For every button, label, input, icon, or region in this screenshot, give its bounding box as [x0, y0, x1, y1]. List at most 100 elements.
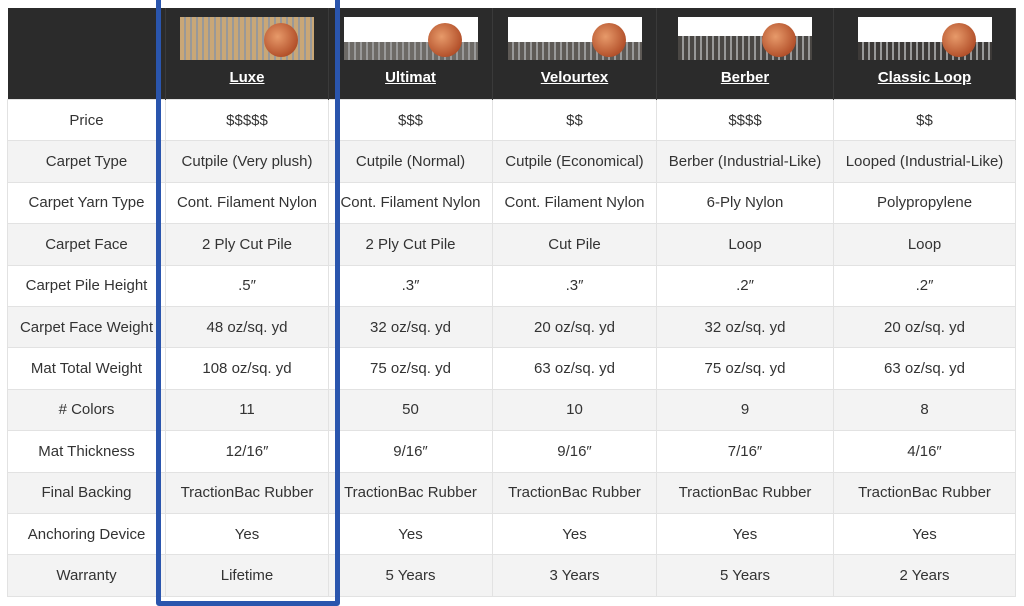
product-header-luxe: Luxe	[165, 8, 329, 100]
cell-value: 75 oz/sq. yd	[328, 347, 493, 390]
cell-value: $$	[833, 98, 1016, 142]
row-label: # Colors	[7, 388, 166, 432]
cell-value: 63 oz/sq. yd	[492, 347, 657, 390]
cell-value: Cutpile (Normal)	[328, 140, 493, 183]
cell-value: 9/16″	[492, 430, 657, 473]
cell-value: 4/16″	[833, 430, 1016, 473]
carpet-sample-image	[857, 17, 992, 60]
cell-value: 20 oz/sq. yd	[833, 305, 1016, 349]
penny-icon	[591, 23, 626, 57]
row-label: Warranty	[7, 554, 166, 597]
cell-value: Yes	[328, 512, 493, 556]
row-label: Mat Total Weight	[7, 347, 166, 390]
row-label: Carpet Face	[7, 223, 166, 266]
cell-value: .2″	[656, 264, 834, 307]
row-label: Carpet Face Weight	[7, 305, 166, 349]
product-link[interactable]: Berber	[720, 69, 770, 86]
cell-value: TractionBac Rubber	[165, 471, 329, 514]
cell-value: 9/16″	[328, 430, 493, 473]
cell-value: Yes	[833, 512, 1016, 556]
cell-value: TractionBac Rubber	[656, 471, 834, 514]
product-link[interactable]: Velourtex	[540, 69, 609, 86]
cell-value: .5″	[165, 264, 329, 307]
cell-value: Yes	[492, 512, 657, 556]
cell-value: $$$$$	[165, 98, 329, 142]
cell-value: Yes	[656, 512, 834, 556]
carpet-sample-image	[678, 17, 812, 60]
penny-icon	[941, 23, 976, 57]
table-row: Anchoring Device Yes Yes Yes Yes Yes	[7, 512, 1016, 556]
cell-value: 10	[492, 388, 657, 432]
cell-value: .2″	[833, 264, 1016, 307]
table-row: Carpet Pile Height .5″ .3″ .3″ .2″ .2″	[7, 264, 1016, 307]
product-header-velourtex: Velourtex	[492, 8, 657, 100]
row-label: Carpet Pile Height	[7, 264, 166, 307]
cell-value: 11	[165, 388, 329, 432]
table-row: Carpet Face Weight 48 oz/sq. yd 32 oz/sq. …	[7, 305, 1016, 349]
product-link[interactable]: Luxe	[229, 69, 265, 86]
cell-value: 32 oz/sq. yd	[328, 305, 493, 349]
table-row: Warranty Lifetime 5 Years 3 Years 5 Years 2 Y…	[7, 554, 1016, 597]
table-row: Carpet Yarn Type Cont. Filament Nylon Cont…	[7, 181, 1016, 225]
row-label: Carpet Yarn Type	[7, 181, 166, 225]
cell-value: 6-Ply Nylon	[656, 181, 834, 225]
penny-icon	[762, 23, 796, 57]
cell-value: 3 Years	[492, 554, 657, 597]
cell-value: 2 Years	[833, 554, 1016, 597]
cell-value: 50	[328, 388, 493, 432]
header-empty-cell	[7, 8, 166, 100]
table-row: Carpet Type Cutpile (Very plush) Cutpile (…	[7, 140, 1016, 183]
cell-value: 48 oz/sq. yd	[165, 305, 329, 349]
table-row: # Colors 11 50 10 9 8	[7, 388, 1016, 432]
product-header-ultimat: Ultimat	[328, 8, 493, 100]
header-row: Luxe Ultimat Velourtex Berber Classic Loop	[7, 8, 1016, 100]
product-header-berber: Berber	[656, 8, 834, 100]
cell-value: .3″	[328, 264, 493, 307]
cell-value: 9	[656, 388, 834, 432]
table-row: Final Backing TractionBac Rubber TractionB…	[7, 471, 1016, 514]
cell-value: Cutpile (Very plush)	[165, 140, 329, 183]
table-row: Carpet Face 2 Ply Cut Pile 2 Ply Cut Pile C…	[7, 223, 1016, 266]
cell-value: Polypropylene	[833, 181, 1016, 225]
cell-value: Loop	[833, 223, 1016, 266]
cell-value: TractionBac Rubber	[328, 471, 493, 514]
cell-value: Loop	[656, 223, 834, 266]
product-link[interactable]: Ultimat	[385, 69, 436, 86]
table-row: Mat Total Weight 108 oz/sq. yd 75 oz/sq. y…	[7, 347, 1016, 390]
cell-value: 2 Ply Cut Pile	[328, 223, 493, 266]
row-label: Price	[7, 98, 166, 142]
comparison-table: Luxe Ultimat Velourtex Berber Classic Loop P…	[7, 8, 1016, 597]
cell-value: Lifetime	[165, 554, 329, 597]
cell-value: Looped (Industrial-Like)	[833, 140, 1016, 183]
cell-value: Cont. Filament Nylon	[492, 181, 657, 225]
penny-icon	[264, 23, 298, 57]
cell-value: Cont. Filament Nylon	[165, 181, 329, 225]
product-link[interactable]: Classic Loop	[877, 69, 972, 86]
cell-value: 5 Years	[328, 554, 493, 597]
cell-value: Yes	[165, 512, 329, 556]
penny-icon	[427, 23, 462, 57]
row-label: Final Backing	[7, 471, 166, 514]
table-body: Price $$$$$ $$$ $$ $$$$ $$ Carpet Type Cutpile …	[7, 98, 1016, 597]
row-label: Mat Thickness	[7, 430, 166, 473]
product-header-classic-loop: Classic Loop	[833, 8, 1016, 100]
cell-value: 20 oz/sq. yd	[492, 305, 657, 349]
cell-value: 5 Years	[656, 554, 834, 597]
cell-value: 63 oz/sq. yd	[833, 347, 1016, 390]
cell-value: $$$	[328, 98, 493, 142]
cell-value: Berber (Industrial-Like)	[656, 140, 834, 183]
cell-value: 75 oz/sq. yd	[656, 347, 834, 390]
cell-value: 7/16″	[656, 430, 834, 473]
cell-value: 12/16″	[165, 430, 329, 473]
cell-value: 32 oz/sq. yd	[656, 305, 834, 349]
cell-value: 8	[833, 388, 1016, 432]
cell-value: Cont. Filament Nylon	[328, 181, 493, 225]
carpet-sample-image	[507, 17, 642, 60]
cell-value: Cutpile (Economical)	[492, 140, 657, 183]
carpet-sample-image	[343, 17, 478, 60]
cell-value: $$$$	[656, 98, 834, 142]
cell-value: Cut Pile	[492, 223, 657, 266]
carpet-sample-image	[180, 17, 314, 60]
table-row: Mat Thickness 12/16″ 9/16″ 9/16″ 7/16″ 4/16″	[7, 430, 1016, 473]
cell-value: $$	[492, 98, 657, 142]
